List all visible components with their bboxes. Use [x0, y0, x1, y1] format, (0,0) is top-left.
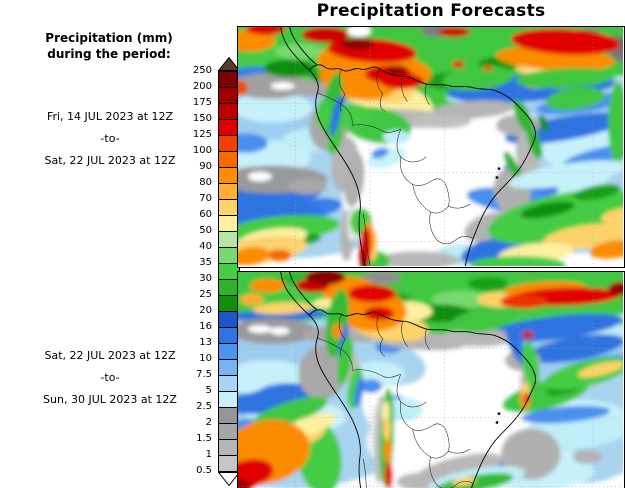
colorbar-cell	[219, 88, 239, 104]
colorbar-cell	[219, 456, 239, 472]
colorbar-cell	[219, 344, 239, 360]
colorbar-label: 70	[199, 193, 212, 204]
legend-heading-line2: during the period:	[47, 47, 171, 61]
colorbar-cell	[219, 376, 239, 392]
colorbar-cell	[219, 328, 239, 344]
colorbar-label: 250	[192, 65, 212, 76]
colorbar-label: 0.5	[196, 465, 212, 476]
colorbar-label: 16	[199, 321, 212, 332]
map-marker	[497, 412, 501, 416]
legend-heading: Precipitation (mm) during the period:	[0, 30, 218, 62]
colorbar-cell	[219, 104, 239, 120]
colorbar-label: 1.5	[196, 433, 212, 444]
map-marker	[495, 176, 499, 179]
colorbar-cell	[219, 440, 239, 456]
colorbar-cell	[219, 296, 239, 312]
period-2-separator: -to-	[100, 371, 120, 384]
colorbar-cell	[219, 184, 239, 200]
map-marker	[495, 421, 499, 424]
colorbar-label: 60	[199, 209, 212, 220]
period-1-start: Fri, 14 JUL 2023 at 12Z	[46, 110, 174, 123]
legend-heading-line1: Precipitation (mm)	[45, 31, 173, 45]
colorbar-cell	[219, 264, 239, 280]
period-1-end: Sat, 22 JUL 2023 at 12Z	[44, 154, 176, 167]
page-title: Precipitation Forecasts	[316, 1, 546, 21]
colorbar-top-arrow	[218, 57, 240, 71]
colorbar-label: 10	[199, 353, 212, 364]
colorbar-label: 30	[199, 273, 212, 284]
colorbar-label: 40	[199, 241, 212, 252]
colorbar-label: 2	[205, 417, 212, 428]
colorbar-cell	[219, 232, 239, 248]
colorbar-label: 7.5	[196, 369, 212, 380]
colorbar-cell	[219, 280, 239, 296]
colorbar-cell	[219, 360, 239, 376]
colorbar-cell	[219, 136, 239, 152]
colorbar-label: 5	[205, 385, 212, 396]
colorbar-label: 20	[199, 305, 212, 316]
colorbar-label: 150	[192, 113, 212, 124]
colorbar-label: 80	[199, 177, 212, 188]
colorbar-label: 50	[199, 225, 212, 236]
colorbar-cell	[219, 72, 239, 88]
colorbar-cell	[219, 312, 239, 328]
colorbar-label: 125	[192, 129, 212, 140]
forecast-map-period-2-canvas	[238, 272, 623, 488]
forecast-map-period-2	[237, 271, 625, 488]
colorbar-cell	[219, 152, 239, 168]
colorbar-label: 25	[199, 289, 212, 300]
period-2-end: Sun, 30 JUL 2023 at 12Z	[43, 393, 177, 406]
colorbar-label: 100	[192, 145, 212, 156]
period-2-start: Sat, 22 JUL 2023 at 12Z	[44, 349, 176, 362]
colorbar-bottom-arrow	[218, 472, 240, 486]
period-1-separator: -to-	[100, 132, 120, 145]
colorbar-cell	[219, 120, 239, 136]
colorbar-cell	[219, 216, 239, 232]
colorbar-cell	[219, 392, 239, 408]
colorbar-label: 13	[199, 337, 212, 348]
colorbar-label: 1	[205, 449, 212, 460]
colorbar-cell	[219, 200, 239, 216]
period-1-dates: Fri, 14 JUL 2023 at 12Z -to- Sat, 22 JUL…	[0, 106, 220, 172]
forecast-map-period-1	[237, 26, 625, 268]
colorbar-label: 90	[199, 161, 212, 172]
colorbar-cell	[219, 424, 239, 440]
period-2-dates: Sat, 22 JUL 2023 at 12Z -to- Sun, 30 JUL…	[0, 345, 220, 411]
forecast-map-period-1-canvas	[238, 27, 623, 266]
coastline	[308, 309, 536, 488]
colorbar-cell	[219, 168, 239, 184]
colorbar-label: 35	[199, 257, 212, 268]
colorbar-label: 200	[192, 81, 212, 92]
colorbar-label: 175	[192, 97, 212, 108]
colorbar-cell	[219, 408, 239, 424]
colorbar-label: 2.5	[196, 401, 212, 412]
colorbar-cell	[219, 248, 239, 264]
map-marker	[497, 167, 501, 171]
